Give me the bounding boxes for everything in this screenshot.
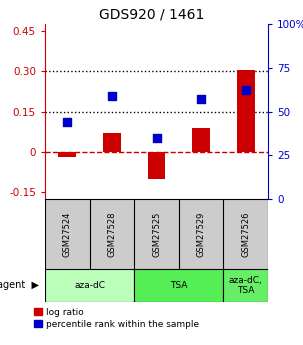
Text: agent  ▶: agent ▶ <box>0 280 39 290</box>
Text: GSM27528: GSM27528 <box>107 211 116 257</box>
Text: TSA: TSA <box>170 281 188 290</box>
Text: GSM27526: GSM27526 <box>241 211 250 257</box>
Text: GSM27524: GSM27524 <box>63 211 72 257</box>
Text: GSM27529: GSM27529 <box>197 211 206 257</box>
Text: aza-dC: aza-dC <box>74 281 105 290</box>
Bar <box>45 269 134 302</box>
Point <box>109 93 114 99</box>
Bar <box>192 128 210 152</box>
Bar <box>237 70 255 152</box>
Bar <box>58 152 76 157</box>
Bar <box>223 269 268 302</box>
Point <box>65 119 70 125</box>
Bar <box>103 133 121 152</box>
Legend: log ratio, percentile rank within the sample: log ratio, percentile rank within the sa… <box>34 308 199 328</box>
Point <box>243 87 248 92</box>
Text: aza-dC,
TSA: aza-dC, TSA <box>229 276 263 295</box>
Point <box>199 97 204 102</box>
Text: GSM27525: GSM27525 <box>152 211 161 257</box>
Bar <box>134 269 223 302</box>
Text: GDS920 / 1461: GDS920 / 1461 <box>99 8 204 21</box>
Bar <box>148 152 165 179</box>
Point <box>154 135 159 140</box>
